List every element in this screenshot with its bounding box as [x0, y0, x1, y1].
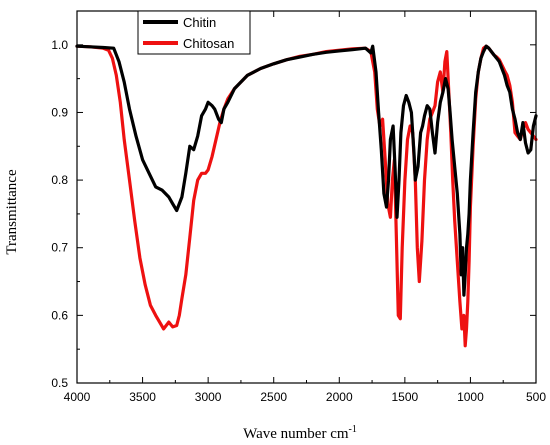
legend: Chitin Chitosan [137, 10, 251, 55]
y-axis-title: Transmittance [4, 169, 20, 255]
y-tick-label: 0.5 [51, 376, 68, 390]
legend-label-chitosan: Chitosan [183, 36, 234, 51]
legend-box [137, 10, 251, 55]
series-line-chitin [75, 44, 538, 297]
y-tick-label: 0.6 [51, 308, 68, 322]
plot-area [75, 44, 538, 348]
y-tick-label: 0.7 [51, 241, 68, 255]
y-axis: 0.5 0.6 0.7 0.8 0.9 1.0 [51, 38, 536, 390]
x-tick-label: 2000 [326, 390, 353, 404]
x-axis-title: Wave number cm-1 [243, 424, 357, 442]
x-tick-label: 3000 [195, 390, 222, 404]
x-tick-label: 4000 [64, 390, 91, 404]
x-tick-label: 2500 [260, 390, 287, 404]
y-tick-label: 0.9 [51, 105, 68, 119]
y-tick-label: 1.0 [51, 38, 68, 52]
x-tick-label: 1000 [457, 390, 484, 404]
x-tick-label: 3500 [129, 390, 156, 404]
x-tick-label: 500 [526, 390, 546, 404]
x-tick-label: 1500 [392, 390, 419, 404]
y-tick-label: 0.8 [51, 173, 68, 187]
x-axis: 4000 3500 3000 2500 2000 1500 1000 500 [64, 11, 546, 404]
legend-label-chitin: Chitin [183, 15, 216, 30]
